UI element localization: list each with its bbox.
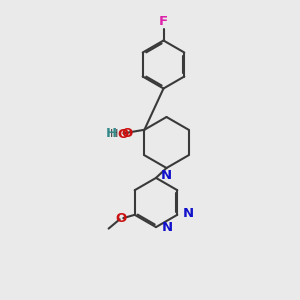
Text: N: N [161,220,172,234]
Text: O: O [115,212,127,225]
Text: N: N [161,169,172,182]
Text: O: O [122,127,133,140]
Text: H: H [110,129,118,139]
Text: N: N [183,207,194,220]
Text: F: F [159,15,168,28]
Text: H: H [105,127,116,140]
Text: O: O [118,128,129,141]
